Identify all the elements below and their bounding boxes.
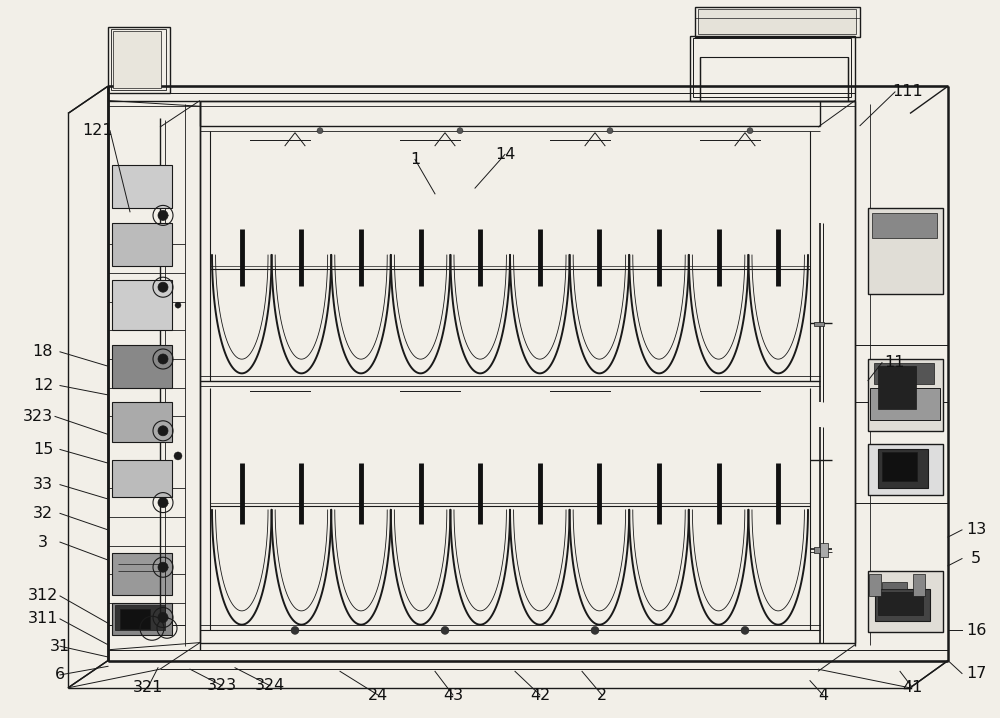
- Text: 15: 15: [33, 442, 53, 457]
- Circle shape: [158, 354, 168, 364]
- Bar: [112, 460, 172, 497]
- Bar: [115, 605, 165, 630]
- Bar: [820, 543, 828, 557]
- Text: 323: 323: [23, 409, 53, 424]
- Bar: [878, 449, 928, 488]
- Text: 17: 17: [966, 666, 986, 681]
- Bar: [112, 223, 172, 266]
- Circle shape: [591, 626, 599, 635]
- Bar: [695, 7, 860, 37]
- Text: 321: 321: [133, 680, 163, 694]
- Text: 16: 16: [966, 623, 986, 638]
- Circle shape: [174, 452, 182, 460]
- Circle shape: [291, 626, 299, 635]
- Circle shape: [441, 626, 449, 635]
- Bar: [869, 574, 881, 596]
- Circle shape: [158, 612, 168, 623]
- Bar: [112, 603, 172, 635]
- Text: 14: 14: [495, 147, 515, 162]
- Text: 12: 12: [33, 378, 53, 393]
- Bar: [814, 322, 824, 326]
- Circle shape: [741, 626, 749, 635]
- Text: 6: 6: [55, 668, 65, 682]
- Bar: [913, 574, 925, 596]
- Bar: [120, 609, 150, 629]
- Text: 33: 33: [33, 477, 53, 492]
- Bar: [875, 589, 930, 621]
- Text: 4: 4: [818, 688, 828, 702]
- Text: 31: 31: [50, 639, 70, 653]
- Bar: [868, 571, 943, 632]
- Text: 43: 43: [443, 688, 463, 702]
- Bar: [872, 213, 937, 238]
- Circle shape: [317, 128, 323, 134]
- Bar: [868, 444, 943, 495]
- Text: 24: 24: [368, 688, 388, 702]
- Bar: [108, 27, 170, 93]
- Bar: [882, 582, 907, 589]
- Bar: [878, 592, 923, 615]
- Circle shape: [158, 426, 168, 436]
- Circle shape: [158, 562, 168, 572]
- Bar: [874, 363, 934, 384]
- Bar: [112, 165, 172, 208]
- Text: 324: 324: [255, 679, 285, 693]
- Bar: [112, 553, 172, 595]
- Bar: [113, 31, 161, 88]
- Text: 1: 1: [410, 152, 420, 167]
- Bar: [112, 402, 172, 442]
- Bar: [875, 233, 935, 287]
- Text: 312: 312: [28, 589, 58, 603]
- Bar: [690, 36, 855, 101]
- Bar: [814, 547, 824, 553]
- Bar: [112, 345, 172, 388]
- Text: 3: 3: [38, 535, 48, 549]
- Text: 42: 42: [530, 688, 550, 702]
- Bar: [112, 280, 172, 330]
- Bar: [879, 237, 919, 280]
- Circle shape: [747, 128, 753, 134]
- Circle shape: [607, 128, 613, 134]
- Circle shape: [175, 302, 181, 308]
- Text: 323: 323: [207, 679, 237, 693]
- Text: 18: 18: [33, 345, 53, 359]
- Bar: [882, 452, 917, 481]
- Text: 32: 32: [33, 506, 53, 521]
- Bar: [868, 359, 943, 431]
- Bar: [700, 57, 848, 101]
- Bar: [868, 208, 943, 294]
- Bar: [870, 388, 940, 420]
- Circle shape: [457, 128, 463, 134]
- Text: 13: 13: [966, 523, 986, 537]
- Circle shape: [158, 498, 168, 508]
- Circle shape: [158, 210, 168, 220]
- Bar: [698, 9, 856, 34]
- Text: 111: 111: [893, 85, 923, 99]
- Text: 5: 5: [971, 551, 981, 566]
- Bar: [111, 29, 166, 90]
- Circle shape: [158, 282, 168, 292]
- Text: 2: 2: [597, 688, 607, 702]
- Text: 311: 311: [28, 612, 58, 626]
- Bar: [693, 38, 851, 97]
- Text: 11: 11: [885, 355, 905, 370]
- Text: 41: 41: [902, 680, 922, 694]
- Bar: [878, 366, 916, 409]
- Text: 121: 121: [83, 123, 113, 138]
